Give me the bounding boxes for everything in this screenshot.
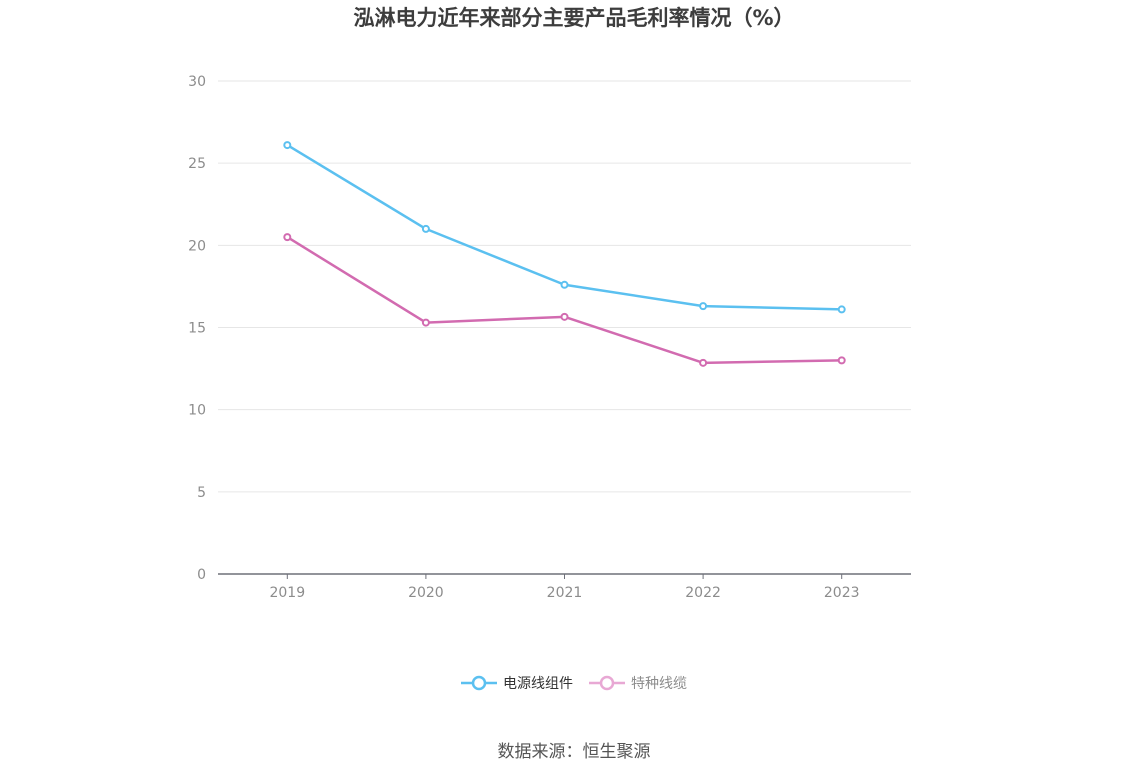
y-axis-ticks: 0 5 10 15 20 25 30 <box>188 74 206 583</box>
data-point[interactable] <box>560 280 569 289</box>
x-tick-label: 2019 <box>269 585 305 601</box>
data-source-note: 数据来源：恒生聚源 <box>497 742 651 762</box>
data-point[interactable] <box>560 312 569 321</box>
gridlines <box>218 80 911 493</box>
series-lines <box>283 141 846 367</box>
legend-dot <box>599 675 615 691</box>
y-tick-label: 15 <box>188 321 206 337</box>
chart-title: 泓淋电力近年来部分主要产品毛利率情况（%） <box>353 6 795 30</box>
y-tick-label: 25 <box>188 156 206 172</box>
data-point[interactable] <box>421 224 430 233</box>
x-axis: 2019 2020 2021 2022 2023 <box>218 573 911 601</box>
x-tick-label: 2023 <box>824 585 860 601</box>
legend-marker-icon <box>589 675 625 691</box>
x-tick-label: 2020 <box>408 585 444 601</box>
series-line <box>286 236 842 365</box>
legend-label: 特种线缆 <box>631 676 687 692</box>
legend-item-series-0[interactable]: 电源线组件 <box>461 673 573 693</box>
data-point[interactable] <box>837 356 846 365</box>
data-point[interactable] <box>421 318 430 327</box>
data-point[interactable] <box>699 302 708 311</box>
legend-marker-icon <box>461 675 497 691</box>
y-tick-label: 30 <box>188 74 206 90</box>
x-tick-label: 2021 <box>547 585 583 601</box>
data-point[interactable] <box>699 358 708 367</box>
series-0 <box>283 141 846 314</box>
series-1 <box>283 233 846 367</box>
y-tick-label: 5 <box>197 485 206 501</box>
legend: 电源线组件 特种线缆 <box>0 673 1148 693</box>
y-tick-label: 0 <box>197 567 206 583</box>
x-tick-label: 2022 <box>685 585 721 601</box>
y-tick-label: 10 <box>188 403 206 419</box>
data-point[interactable] <box>283 233 292 242</box>
y-tick-label: 20 <box>188 238 206 254</box>
legend-dot <box>471 675 487 691</box>
legend-item-series-1[interactable]: 特种线缆 <box>589 673 687 693</box>
data-point[interactable] <box>283 141 292 150</box>
legend-label: 电源线组件 <box>503 676 573 692</box>
data-point[interactable] <box>837 305 846 314</box>
